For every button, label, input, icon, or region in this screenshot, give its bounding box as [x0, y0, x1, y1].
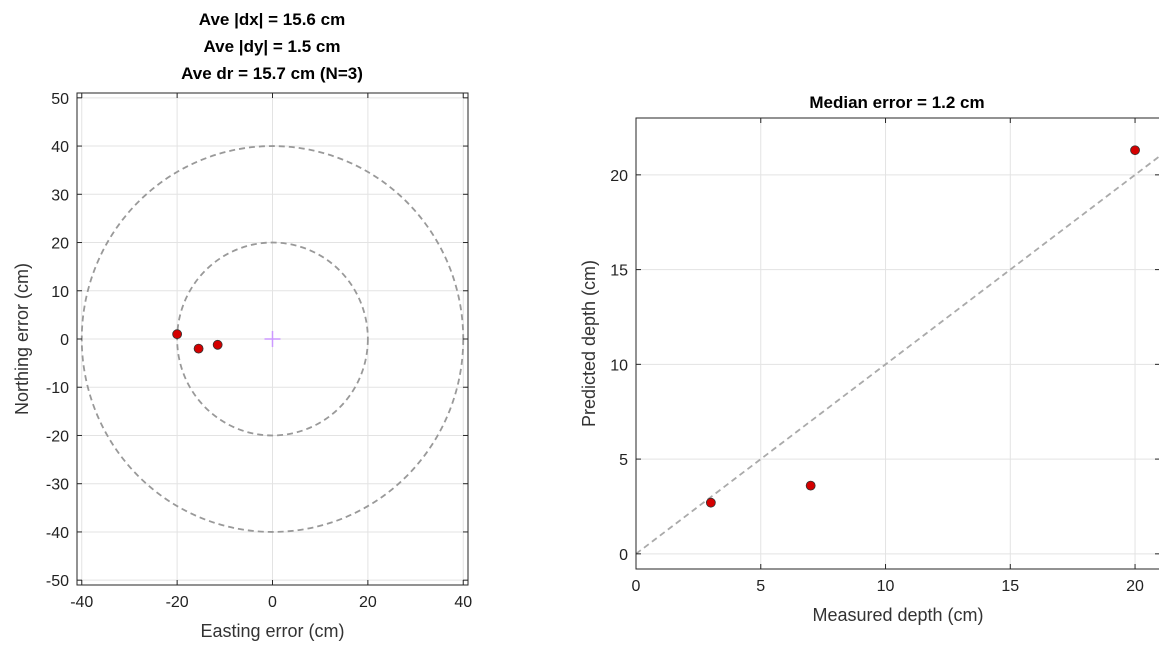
x-tick-label: 10 [877, 578, 895, 595]
y-tick-label: -30 [46, 477, 69, 494]
chart-title-line: Median error = 1.2 cm [809, 93, 984, 112]
data-point [193, 343, 204, 354]
chart-title-line: Ave |dx| = 15.6 cm [199, 10, 345, 29]
y-tick-label: -10 [46, 380, 69, 397]
y-tick-label: 30 [51, 187, 69, 204]
y-tick-label: 10 [610, 357, 628, 374]
y-tick-label: -20 [46, 428, 69, 445]
y-tick-label: 10 [51, 284, 69, 301]
data-point [805, 480, 816, 491]
y-tick-label: 50 [51, 91, 69, 108]
y-tick-label: 0 [619, 547, 628, 564]
x-tick-label: 0 [268, 594, 277, 611]
x-tick-label: -40 [70, 594, 93, 611]
x-tick-label: 20 [1126, 578, 1144, 595]
plot-content [636, 145, 1159, 555]
data-point [1130, 145, 1140, 156]
data-point [212, 339, 223, 350]
center-plus-marker [264, 331, 281, 347]
y-tick-label: 5 [619, 452, 628, 469]
x-axis-label: Easting error (cm) [200, 621, 344, 641]
depth-scatter-chart: 0 5 10 15 20 0 5 10 15 20 Measured depth (cm) Predi… [579, 93, 1159, 625]
axes-box [635, 117, 1159, 570]
data-point [705, 497, 716, 508]
y-tick-label: 20 [51, 236, 69, 253]
x-tick-label: 15 [1001, 578, 1019, 595]
x-tick-label: 5 [756, 578, 765, 595]
y-tick-label: -50 [46, 573, 69, 590]
x-tick-label: 20 [359, 594, 377, 611]
y-tick-label: 40 [51, 139, 69, 156]
plot-area [636, 118, 1159, 569]
x-tick-label: 40 [454, 594, 472, 611]
x-axis-label: Measured depth (cm) [812, 605, 983, 625]
data-point [172, 329, 183, 340]
y-tick-label: 0 [60, 332, 69, 349]
y-axis-label: Predicted depth (cm) [579, 260, 599, 427]
x-tick-label: -20 [166, 594, 189, 611]
y-tick-label: -40 [46, 525, 69, 542]
y-tick-label: 20 [610, 168, 628, 185]
chart-title-line: Ave dr = 15.7 cm (N=3) [181, 64, 363, 83]
x-tick-label: 0 [632, 578, 641, 595]
y-axis-label: Northing error (cm) [12, 263, 32, 415]
error-scatter-chart: -40 -20 0 20 40-50-40-30-20-1001020304050Eas… [12, 10, 472, 641]
chart-title-line: Ave |dy| = 1.5 cm [204, 37, 341, 56]
y-tick-label: 15 [610, 263, 628, 280]
